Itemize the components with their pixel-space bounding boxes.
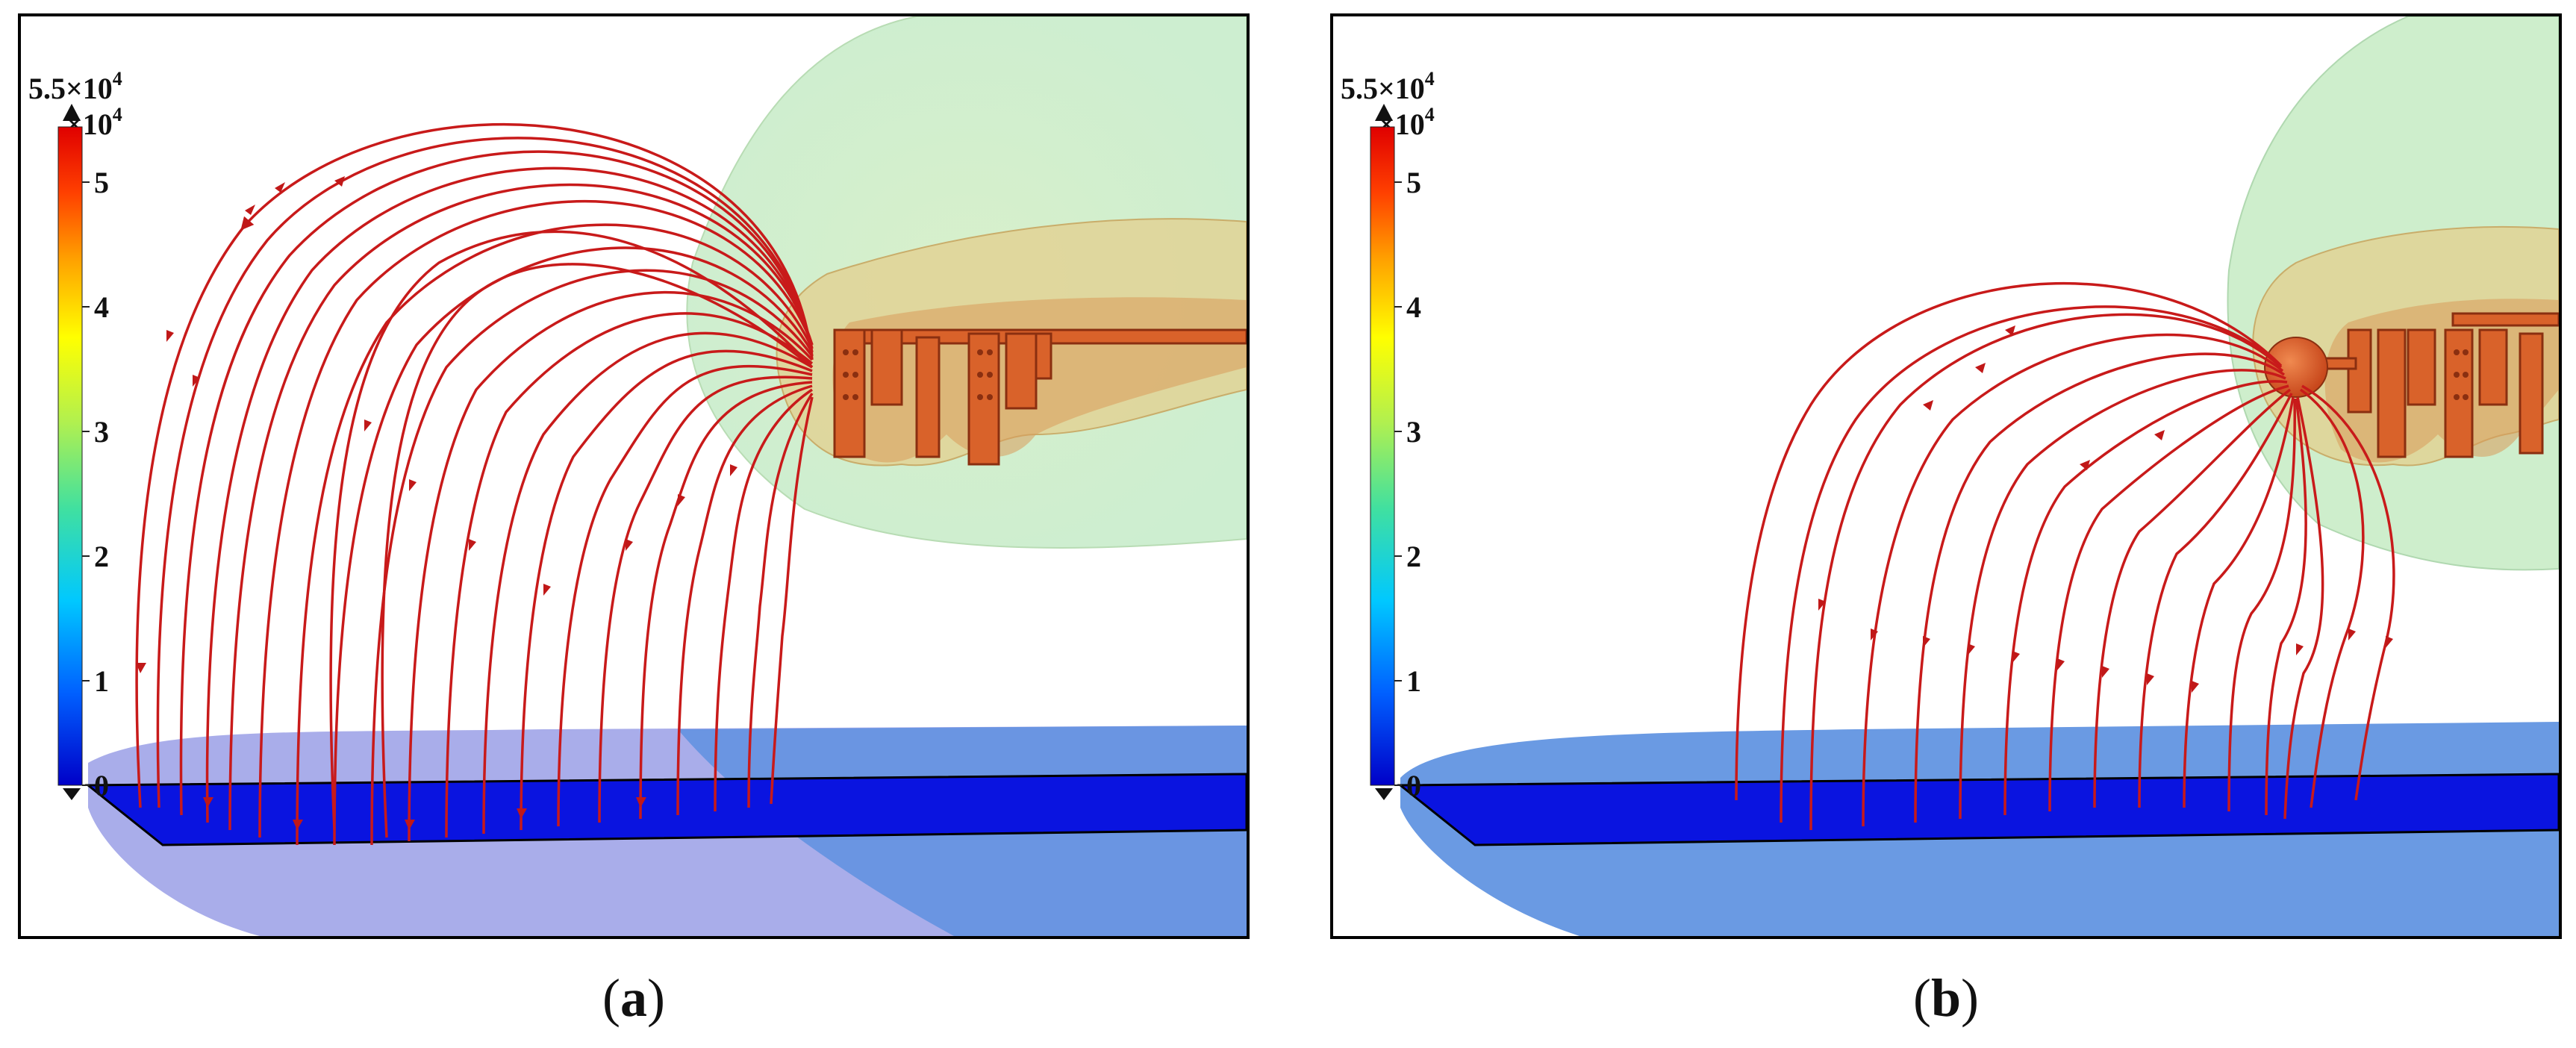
caption-letter: b	[1930, 968, 1962, 1028]
streamlines	[1735, 281, 2395, 831]
colorbar-tick: 0	[94, 769, 109, 802]
colorbar-tick: 3	[1406, 415, 1421, 449]
conductor-holes	[2454, 349, 2469, 400]
streamline-arrows	[1818, 325, 2393, 693]
colorbar-down-arrow	[63, 788, 81, 800]
caption-paren: (	[1912, 968, 1931, 1028]
caption-paren: (	[602, 968, 620, 1028]
panel-b: 5.5×104 ×104 5 4 3 2 1 0	[1330, 13, 2562, 939]
caption-b: (b)	[1856, 967, 2036, 1029]
panel-a: 5.5×104 ×104 5 4 3 2 1 0	[18, 13, 1250, 939]
colorbar-up-arrow	[1375, 104, 1393, 121]
panel-a-canvas: 5.5×104 ×104 5 4 3 2 1 0	[28, 16, 1247, 936]
ground-plate	[1397, 773, 2559, 846]
colorbar-a: 5.5×104 ×104 5 4 3 2 1 0	[28, 68, 122, 802]
colorbar-tick: 1	[94, 664, 109, 698]
colorbar-tick: 2	[1406, 540, 1421, 573]
caption-paren: )	[1961, 968, 1979, 1028]
colorbar-gradient	[1370, 126, 1395, 786]
conductor-structure	[833, 328, 1247, 466]
colorbar-tick: 3	[94, 415, 109, 449]
colorbar-tick: 5	[94, 166, 109, 199]
streamlines	[135, 122, 814, 846]
colorbar-tick: 4	[94, 290, 109, 324]
colorbar-gradient	[57, 126, 83, 786]
caption-a: (a)	[544, 967, 723, 1029]
colorbar-tick: 0	[1406, 769, 1421, 802]
colorbar-tick: 4	[1406, 290, 1421, 324]
colorbar-tick: 1	[1406, 664, 1421, 698]
colorbar-down-arrow	[1375, 788, 1393, 800]
conductor-holes	[843, 349, 993, 400]
colorbar-max-label: 5.5×104	[1341, 68, 1435, 105]
caption-paren: )	[647, 968, 665, 1028]
streamline-arrows	[136, 176, 737, 830]
ground-plate	[84, 773, 1247, 846]
colorbar-max-label: 5.5×104	[28, 68, 122, 105]
colorbar-up-arrow	[63, 104, 81, 121]
colorbar-b: 5.5×104 ×104 5 4 3 2 1 0	[1341, 68, 1435, 802]
conductor-structure	[2310, 312, 2559, 458]
panel-b-canvas: 5.5×104 ×104 5 4 3 2 1 0	[1341, 16, 2559, 936]
colorbar-tick: 2	[94, 540, 109, 573]
colorbar-tick: 5	[1406, 166, 1421, 199]
caption-letter: a	[620, 968, 647, 1028]
